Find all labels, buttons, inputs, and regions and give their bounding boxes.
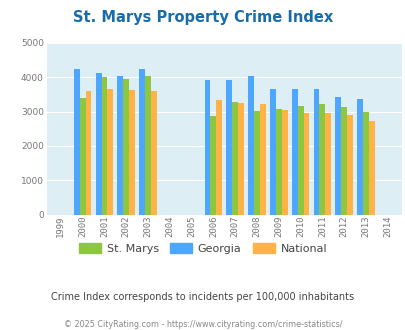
Bar: [204, 80, 210, 214]
Bar: [254, 111, 259, 214]
Bar: [226, 80, 232, 214]
Bar: [129, 90, 135, 214]
Bar: [275, 109, 281, 214]
Text: Crime Index corresponds to incidents per 100,000 inhabitants: Crime Index corresponds to incidents per…: [51, 292, 354, 302]
Bar: [79, 98, 85, 214]
Bar: [319, 104, 324, 214]
Bar: [74, 69, 79, 214]
Bar: [259, 104, 265, 214]
Bar: [291, 89, 297, 214]
Bar: [335, 97, 340, 214]
Legend: St. Marys, Georgia, National: St. Marys, Georgia, National: [75, 239, 330, 258]
Text: © 2025 CityRating.com - https://www.cityrating.com/crime-statistics/: © 2025 CityRating.com - https://www.city…: [64, 320, 341, 329]
Text: St. Marys Property Crime Index: St. Marys Property Crime Index: [72, 10, 333, 25]
Bar: [216, 100, 222, 214]
Bar: [85, 91, 91, 214]
Bar: [101, 77, 107, 214]
Bar: [281, 110, 287, 214]
Bar: [340, 108, 346, 214]
Bar: [117, 76, 123, 214]
Bar: [96, 73, 101, 214]
Bar: [324, 113, 330, 214]
Bar: [356, 99, 362, 214]
Bar: [238, 103, 243, 214]
Bar: [139, 69, 145, 215]
Bar: [232, 102, 238, 214]
Bar: [269, 88, 275, 214]
Bar: [346, 115, 352, 214]
Bar: [247, 76, 254, 214]
Bar: [368, 121, 374, 214]
Bar: [303, 113, 309, 214]
Bar: [210, 116, 216, 214]
Bar: [151, 91, 156, 214]
Bar: [123, 79, 129, 214]
Bar: [145, 76, 151, 214]
Bar: [313, 89, 319, 214]
Bar: [107, 88, 113, 214]
Bar: [297, 106, 303, 214]
Bar: [362, 112, 368, 214]
